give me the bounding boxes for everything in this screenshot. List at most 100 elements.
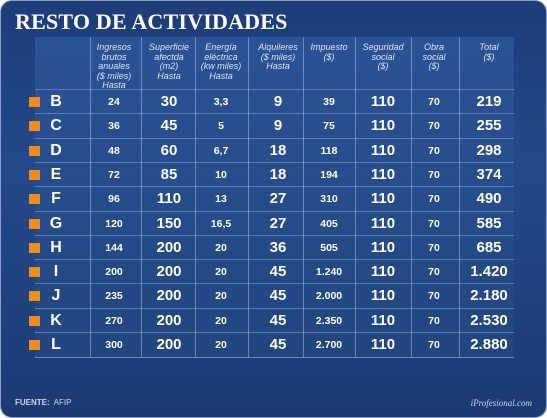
table-cell: 255 bbox=[476, 117, 502, 135]
category-letter: J bbox=[51, 287, 61, 305]
row-divider bbox=[35, 89, 514, 90]
table-cell: 110 bbox=[370, 165, 396, 183]
table-cell: 18 bbox=[269, 165, 287, 183]
table-cell: 70 bbox=[428, 266, 440, 279]
orange-square-bullet-icon bbox=[29, 194, 40, 205]
table-cell: 85 bbox=[160, 165, 178, 183]
table-cell: 39 bbox=[323, 96, 335, 108]
orange-square-bullet-icon bbox=[29, 315, 40, 326]
column-header: Superficie afectda (m2) Hasta bbox=[148, 42, 190, 81]
table-cell: 194 bbox=[320, 168, 338, 181]
table-cell: 72 bbox=[108, 168, 120, 181]
category-letter: G bbox=[49, 214, 63, 232]
orange-square-bullet-icon bbox=[29, 169, 40, 180]
table-cell: 685 bbox=[476, 238, 502, 256]
table-cell: 235 bbox=[105, 290, 123, 303]
table-cell: 200 bbox=[156, 336, 182, 353]
table-cell: 150 bbox=[156, 214, 182, 232]
table-cell: 27 bbox=[269, 190, 287, 208]
row-divider bbox=[35, 307, 514, 309]
table-cell: 2.000 bbox=[315, 290, 343, 303]
table-cell: 45 bbox=[269, 311, 287, 329]
table-cell: 585 bbox=[476, 214, 502, 232]
row-divider bbox=[35, 113, 514, 115]
table-cell: 24 bbox=[108, 96, 120, 108]
column-divider bbox=[141, 37, 142, 357]
table-cell: 20 bbox=[215, 339, 227, 351]
table-cell: 310 bbox=[320, 193, 338, 206]
orange-square-bullet-icon bbox=[29, 340, 40, 350]
table-cell: 110 bbox=[370, 311, 396, 329]
orange-square-bullet-icon bbox=[29, 97, 40, 107]
table-cell: 200 bbox=[156, 238, 182, 256]
table-cell: 18 bbox=[269, 141, 287, 159]
table-cell: 70 bbox=[428, 314, 440, 327]
page-title: RESTO DE ACTIVIDADES bbox=[15, 9, 288, 34]
table-cell: 200 bbox=[156, 263, 182, 281]
column-divider bbox=[303, 37, 304, 357]
table-row: I 200 200 20 45 1.240 110 70 1.420 bbox=[29, 260, 514, 284]
table-cell: 6,7 bbox=[213, 144, 229, 157]
table-cell: 75 bbox=[323, 120, 335, 133]
table-row: J 235 200 20 45 2.000 110 70 2.180 bbox=[29, 284, 514, 308]
column-header: Energía eléctrica (kw miles) Hasta bbox=[200, 42, 242, 81]
table-cell: 110 bbox=[370, 214, 396, 232]
table-row: B 24 30 3,3 9 39 110 70 219 bbox=[29, 90, 514, 114]
table-cell: 110 bbox=[370, 263, 396, 281]
category-letter: E bbox=[50, 165, 62, 183]
table-cell: 70 bbox=[428, 168, 440, 181]
column-header: Obra social ($) bbox=[422, 42, 446, 71]
table-cell: 70 bbox=[428, 144, 440, 157]
table-cell: 20 bbox=[215, 266, 227, 279]
row-divider bbox=[35, 259, 514, 261]
table-cell: 144 bbox=[105, 241, 123, 254]
table-cell: 10 bbox=[215, 168, 227, 181]
table-cell: 45 bbox=[269, 287, 287, 305]
table-panel bbox=[35, 37, 514, 357]
table-row: D 48 60 6,7 18 118 110 70 298 bbox=[29, 139, 514, 163]
table-cell: 30 bbox=[160, 93, 178, 110]
column-divider bbox=[195, 37, 196, 357]
column-divider bbox=[411, 37, 412, 357]
table-row: L 300 200 20 45 2.700 110 70 2.880 bbox=[29, 333, 514, 357]
table-cell: 2.530 bbox=[470, 311, 508, 329]
category-letter: D bbox=[50, 141, 62, 159]
column-header: Total ($) bbox=[479, 42, 499, 62]
table-cell: 490 bbox=[476, 190, 502, 208]
table-cell: 70 bbox=[428, 217, 440, 230]
orange-square-bullet-icon bbox=[29, 145, 40, 156]
source-value: AFIP bbox=[53, 398, 72, 407]
row-divider bbox=[35, 186, 514, 188]
table-row: K 270 200 20 45 2.350 110 70 2.530 bbox=[29, 309, 514, 333]
table-bottom-divider bbox=[35, 357, 514, 358]
orange-square-bullet-icon bbox=[29, 291, 40, 302]
table-cell: 96 bbox=[108, 193, 120, 206]
table-cell: 110 bbox=[370, 287, 396, 305]
column-divider bbox=[248, 37, 249, 357]
brand-credit: iProfesional.com bbox=[470, 398, 532, 408]
table-cell: 9 bbox=[273, 93, 283, 110]
table-cell: 110 bbox=[370, 141, 396, 159]
table-cell: 70 bbox=[428, 193, 440, 206]
table-cell: 110 bbox=[156, 190, 182, 208]
table-cell: 70 bbox=[428, 96, 440, 108]
column-divider bbox=[90, 37, 91, 357]
orange-square-bullet-icon bbox=[29, 218, 40, 229]
source-note: FUENTE: AFIP bbox=[15, 398, 71, 407]
table-cell: 270 bbox=[105, 314, 123, 327]
table-cell: 200 bbox=[105, 266, 123, 279]
orange-square-bullet-icon bbox=[29, 121, 40, 132]
table-row: F 96 110 13 27 310 110 70 490 bbox=[29, 187, 514, 211]
category-letter: I bbox=[53, 263, 59, 281]
table-cell: 70 bbox=[428, 290, 440, 303]
table-cell: 200 bbox=[156, 311, 182, 329]
table-cell: 45 bbox=[269, 263, 287, 281]
category-letter: L bbox=[51, 336, 61, 353]
table-cell: 2.350 bbox=[315, 314, 343, 327]
table-cell: 200 bbox=[156, 287, 182, 305]
table-cell: 219 bbox=[476, 93, 502, 110]
table-cell: 36 bbox=[269, 238, 287, 256]
category-letter: C bbox=[50, 117, 62, 135]
table-cell: 2.700 bbox=[315, 339, 343, 351]
row-divider bbox=[35, 283, 514, 285]
